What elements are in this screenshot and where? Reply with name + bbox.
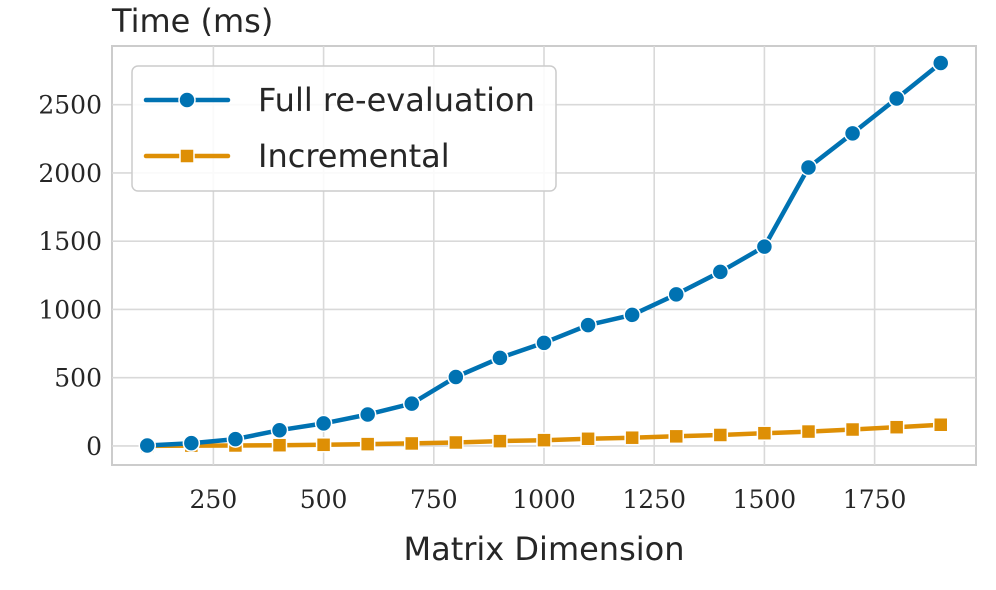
x-tick-label: 1500	[733, 485, 797, 514]
y-tick-label: 1000	[38, 295, 102, 324]
x-tick-label: 250	[190, 485, 238, 514]
data-point	[931, 54, 950, 72]
y-tick-label: 2500	[38, 91, 102, 120]
y-tick-label: 500	[54, 364, 102, 393]
data-point	[888, 419, 905, 435]
y-tick-label: 2000	[38, 159, 102, 188]
series-layer	[138, 54, 950, 455]
legend-box	[131, 65, 557, 192]
data-point	[535, 334, 553, 352]
data-point	[138, 436, 157, 455]
data-point	[799, 158, 818, 177]
x-tick-labels: 250 500 750 1000 1250 1500 1750	[190, 485, 907, 514]
data-point	[800, 423, 817, 440]
data-point	[755, 237, 774, 256]
x-tick-label: 500	[300, 485, 348, 514]
data-point	[843, 124, 862, 143]
y-tick-label: 0	[86, 432, 102, 461]
data-point	[403, 394, 421, 413]
x-tick-label: 1000	[512, 485, 576, 514]
x-tick-label: 1250	[622, 485, 686, 514]
legend-marker	[178, 91, 196, 109]
data-point	[315, 437, 332, 453]
data-point	[623, 306, 641, 324]
data-point	[756, 425, 773, 441]
x-tick-label: 1750	[843, 485, 907, 514]
data-point	[358, 405, 377, 424]
legend-item: Incremental	[143, 137, 450, 175]
data-point	[711, 263, 730, 281]
data-point	[844, 421, 861, 438]
chart-title: Time (ms)	[111, 2, 273, 40]
data-point	[226, 430, 245, 448]
y-tick-labels: 0 500 1000 1500 2000 2500	[38, 91, 102, 461]
data-point	[580, 431, 596, 447]
x-tick-label: 750	[410, 485, 458, 514]
data-point	[404, 435, 420, 452]
legend-label: Incremental	[258, 137, 450, 175]
data-point	[448, 434, 464, 451]
data-point	[668, 428, 684, 445]
data-point	[491, 349, 509, 367]
data-point	[712, 427, 729, 443]
y-tick-label: 1500	[38, 227, 102, 256]
data-point	[182, 434, 201, 452]
legend-item: Full re-evaluation	[143, 81, 535, 119]
legend: Full re-evaluation Incremental	[131, 65, 557, 192]
legend-marker	[179, 148, 195, 164]
legend-label: Full re-evaluation	[258, 81, 535, 119]
data-point	[887, 89, 906, 108]
data-point	[536, 432, 552, 448]
data-point	[624, 429, 640, 446]
data-point	[270, 421, 289, 439]
data-point	[579, 316, 597, 334]
x-axis-label: Matrix Dimension	[403, 530, 684, 568]
data-point	[492, 433, 508, 449]
data-point	[667, 285, 685, 304]
data-point	[447, 368, 465, 386]
series-circle	[138, 54, 950, 455]
data-point	[932, 416, 949, 433]
data-point	[271, 437, 288, 453]
data-point	[359, 436, 376, 452]
data-point	[314, 414, 333, 433]
